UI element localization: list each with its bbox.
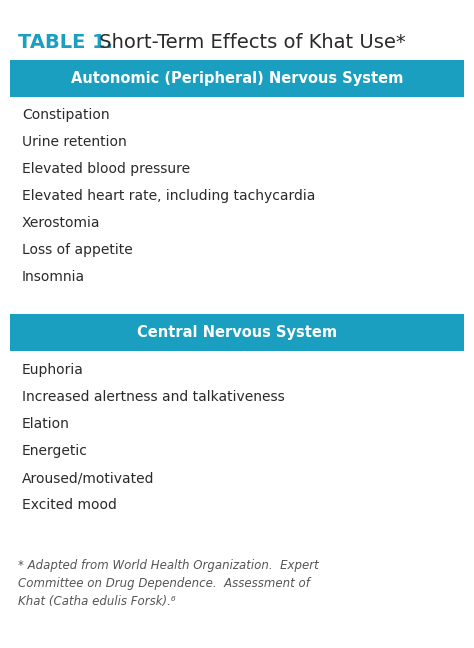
Text: Khat (Catha edulis Forsk).⁶: Khat (Catha edulis Forsk).⁶ [18, 594, 176, 608]
Text: Energetic: Energetic [22, 444, 88, 458]
Text: Excited mood: Excited mood [22, 498, 117, 512]
Text: Autonomic (Peripheral) Nervous System: Autonomic (Peripheral) Nervous System [71, 71, 403, 86]
Text: Elation: Elation [22, 417, 70, 431]
Text: Increased alertness and talkativeness: Increased alertness and talkativeness [22, 390, 285, 404]
Text: Committee on Drug Dependence.  Assessment of: Committee on Drug Dependence. Assessment… [18, 577, 310, 590]
Text: Short-Term Effects of Khat Use*: Short-Term Effects of Khat Use* [93, 32, 406, 51]
Text: * Adapted from World Health Organization.  Expert: * Adapted from World Health Organization… [18, 559, 319, 572]
Text: Euphoria: Euphoria [22, 363, 84, 377]
Text: TABLE 1.: TABLE 1. [18, 32, 113, 51]
Text: Insomnia: Insomnia [22, 270, 85, 284]
Text: Constipation: Constipation [22, 108, 109, 122]
Text: Xerostomia: Xerostomia [22, 216, 100, 230]
Text: Urine retention: Urine retention [22, 135, 127, 149]
Bar [10, 314, 464, 351]
Text: Central Nervous System: Central Nervous System [137, 325, 337, 340]
Bar [10, 60, 464, 97]
Text: Aroused/motivated: Aroused/motivated [22, 471, 155, 485]
Text: Loss of appetite: Loss of appetite [22, 243, 133, 257]
Text: Elevated heart rate, including tachycardia: Elevated heart rate, including tachycard… [22, 189, 315, 203]
Text: Elevated blood pressure: Elevated blood pressure [22, 162, 190, 176]
